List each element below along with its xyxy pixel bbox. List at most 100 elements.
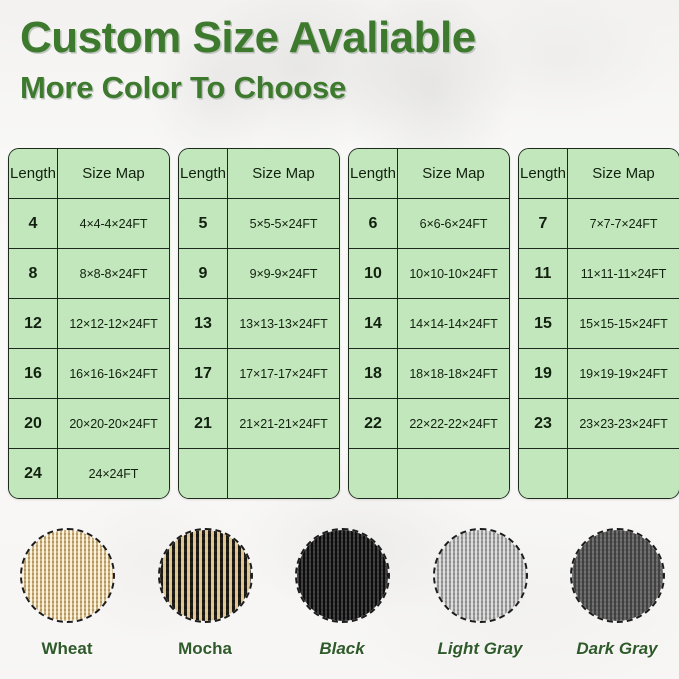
table-row: 20 20×20-20×24FT	[9, 398, 169, 449]
cell-length: 8	[9, 248, 58, 299]
color-swatch-black[interactable]: Black	[287, 528, 397, 659]
cell-length: 17	[179, 348, 228, 399]
header-size-map: Size Map	[397, 149, 509, 199]
cell-length: 4	[9, 198, 58, 249]
table-row: 12 12×12-12×24FT	[9, 298, 169, 349]
table-row: 9 9×9-9×24FT	[179, 248, 339, 299]
header-size-map: Size Map	[227, 149, 339, 199]
cell-size-map: 9×9-9×24FT	[227, 248, 339, 299]
fabric-texture	[159, 530, 251, 621]
cell-size-map: 13×13-13×24FT	[227, 298, 339, 349]
cell-length: 15	[519, 298, 568, 349]
size-table-4: Length Size Map 7 7×7-7×24FT 11 11×11-11×24FT…	[518, 148, 679, 499]
cell-size-map: 12×12-12×24FT	[57, 298, 169, 349]
table-row: 15 15×15-15×24FT	[519, 298, 679, 349]
cell-length: 21	[179, 398, 228, 449]
cell-size-map: 21×21-21×24FT	[227, 398, 339, 449]
cell-length: 14	[349, 298, 398, 349]
cell-size-map: 24×24FT	[57, 448, 169, 498]
cell-length: 12	[9, 298, 58, 349]
table-row	[519, 448, 679, 498]
header-size-map: Size Map	[57, 149, 169, 199]
cell-length: 20	[9, 398, 58, 449]
cell-size-map: 5×5-5×24FT	[227, 198, 339, 249]
color-swatch-wheat[interactable]: Wheat	[12, 528, 122, 659]
cell-size-map: 19×19-19×24FT	[567, 348, 679, 399]
table-row: 16 16×16-16×24FT	[9, 348, 169, 399]
cell-length: 18	[349, 348, 398, 399]
cell-size-map	[567, 448, 679, 498]
table-row: 14 14×14-14×24FT	[349, 298, 509, 349]
header-length: Length	[349, 149, 398, 199]
color-swatch-light-gray[interactable]: Light Gray	[425, 528, 535, 659]
swatch-label: Black	[319, 639, 365, 658]
header-length: Length	[9, 149, 58, 199]
table-row: 11 11×11-11×24FT	[519, 248, 679, 299]
cell-size-map: 18×18-18×24FT	[397, 348, 509, 399]
headline-secondary: More Color To Choose	[20, 69, 347, 105]
swatch-label: Dark Gray	[576, 639, 658, 658]
header-length: Length	[519, 149, 568, 199]
headline-primary: Custom Size Avaliable	[20, 13, 476, 62]
cell-size-map	[227, 448, 339, 498]
table-row: 5 5×5-5×24FT	[179, 198, 339, 249]
color-swatch-dark-gray[interactable]: Dark Gray	[562, 528, 672, 659]
header-size-map: Size Map	[567, 149, 679, 199]
cell-length: 5	[179, 198, 228, 249]
cell-length: 24	[9, 448, 58, 498]
cell-length: 7	[519, 198, 568, 249]
table-row: 22 22×22-22×24FT	[349, 398, 509, 449]
fabric-texture	[21, 530, 113, 621]
cell-length: 16	[9, 348, 58, 399]
cell-size-map: 8×8-8×24FT	[57, 248, 169, 299]
cell-length: 11	[519, 248, 568, 299]
table-row: 17 17×17-17×24FT	[179, 348, 339, 399]
table-row: 19 19×19-19×24FT	[519, 348, 679, 399]
fabric-texture	[571, 530, 663, 621]
cell-size-map: 20×20-20×24FT	[57, 398, 169, 449]
cell-size-map	[397, 448, 509, 498]
cell-length: 10	[349, 248, 398, 299]
table-row: 6 6×6-6×24FT	[349, 198, 509, 249]
table-row: 23 23×23-23×24FT	[519, 398, 679, 449]
cell-size-map: 15×15-15×24FT	[567, 298, 679, 349]
cell-length	[349, 448, 398, 498]
cell-length: 13	[179, 298, 228, 349]
headline-block: Custom Size Avaliable More Color To Choo…	[20, 13, 476, 105]
swatch-circle-icon	[19, 528, 115, 623]
table-row: 21 21×21-21×24FT	[179, 398, 339, 449]
size-tables-container: Length Size Map 4 4×4-4×24FT 8 8×8-8×24FT 12 12…	[8, 148, 679, 499]
cell-length	[519, 448, 568, 498]
table-header-row: Length Size Map	[9, 149, 169, 199]
cell-length: 9	[179, 248, 228, 299]
fabric-texture	[296, 530, 388, 621]
cell-size-map: 7×7-7×24FT	[567, 198, 679, 249]
size-table-3: Length Size Map 6 6×6-6×24FT 10 10×10-10×24FT…	[348, 148, 510, 499]
table-row	[349, 448, 509, 498]
size-table-1: Length Size Map 4 4×4-4×24FT 8 8×8-8×24FT 12 12…	[8, 148, 170, 499]
swatch-label: Wheat	[41, 639, 93, 658]
table-header-row: Length Size Map	[349, 149, 509, 199]
swatch-circle-icon	[432, 528, 528, 623]
swatch-label: Mocha	[178, 639, 232, 658]
swatch-circle-icon	[569, 528, 665, 623]
cell-length	[179, 448, 228, 498]
table-header-row: Length Size Map	[519, 149, 679, 199]
cell-size-map: 14×14-14×24FT	[397, 298, 509, 349]
cell-size-map: 10×10-10×24FT	[397, 248, 509, 299]
cell-length: 19	[519, 348, 568, 399]
table-header-row: Length Size Map	[179, 149, 339, 199]
swatch-circle-icon	[157, 528, 253, 623]
table-row	[179, 448, 339, 498]
cell-size-map: 17×17-17×24FT	[227, 348, 339, 399]
table-row: 24 24×24FT	[9, 448, 169, 498]
table-row: 4 4×4-4×24FT	[9, 198, 169, 249]
cell-length: 6	[349, 198, 398, 249]
cell-size-map: 6×6-6×24FT	[397, 198, 509, 249]
cell-size-map: 11×11-11×24FT	[567, 248, 679, 299]
color-swatch-mocha[interactable]: Mocha	[150, 528, 260, 659]
header-length: Length	[179, 149, 228, 199]
table-row: 13 13×13-13×24FT	[179, 298, 339, 349]
cell-length: 22	[349, 398, 398, 449]
cell-size-map: 4×4-4×24FT	[57, 198, 169, 249]
